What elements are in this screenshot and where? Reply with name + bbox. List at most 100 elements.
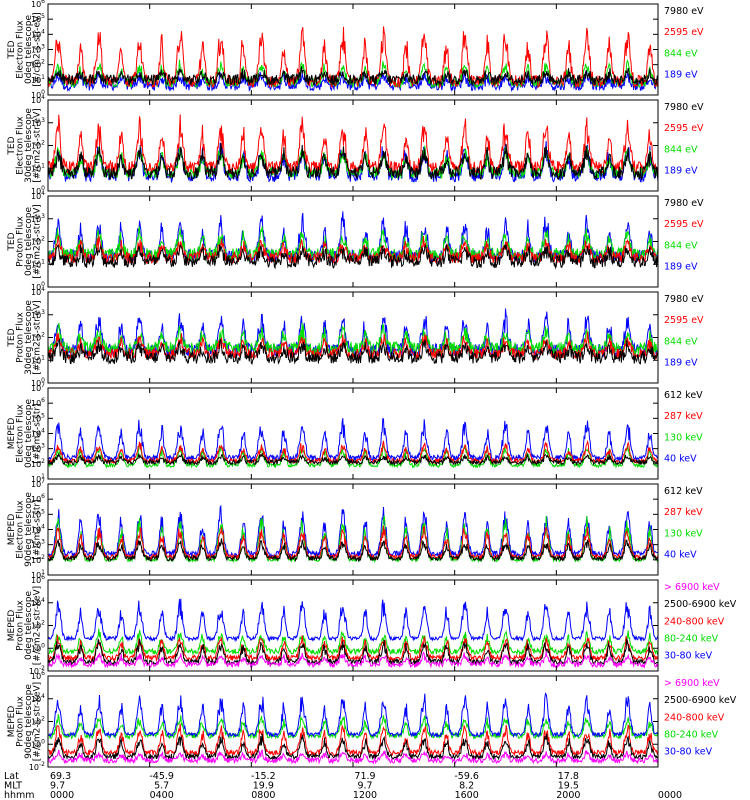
legend-entry: 2595 eV [664,315,704,326]
x-tick-label: 8.2 [459,781,474,792]
x-tick-label: 19.5 [558,781,579,792]
series-line-7-3 [47,634,659,663]
y-tick-label: 106 [31,493,45,504]
series-line-7-2 [47,638,659,667]
y-tick-label: 106 [31,397,45,408]
legend-entry: 240-800 keV [664,712,725,723]
y-tick-label: 105 [31,412,45,423]
series-line-2-2 [47,114,659,175]
y-tick-label: 104 [31,597,45,608]
y-axis-label-line: [#/cm2-s-str-eV] [33,204,43,279]
y-axis-label-line: Electron Flux [16,500,26,559]
y-tick-label: 103 [31,309,45,320]
series-line-6-4 [47,504,659,559]
x-tick-label: 17.8 [558,771,579,782]
series-line-4-1 [47,338,659,365]
legend-entry: 7980 eV [664,102,704,113]
y-tick-label: 102 [31,554,45,565]
x-tick-label: 19.9 [253,781,274,792]
legend-entry: 189 eV [664,357,698,368]
y-axis-label-line: MEPED [7,418,17,450]
y-tick-label: 103 [31,539,45,550]
y-tick-label: 100 [31,89,45,100]
y-axis-label-line: Proton Flux [16,696,26,747]
y-axis-label-line: [#/cm2-s-str-eV] [33,12,43,87]
y-tick-label: 101 [31,354,45,365]
x-tick-label: 5.7 [154,781,169,792]
series-line-2-1 [47,142,659,181]
x-tick-label: -45.9 [149,771,174,782]
y-axis-label-line: MEPED [7,514,17,546]
legend-entry: 2595 eV [664,219,704,230]
series-line-3-2 [47,235,659,265]
series-line-3-1 [47,243,659,270]
x-tick-label: 0400 [150,790,174,800]
y-tick-label: 106 [31,0,45,9]
y-axis-label-line: 30deg telescope [24,108,34,183]
y-tick-label: 105 [31,13,45,24]
legend-entry: 2500-6900 keV [664,599,737,610]
legend-entry: > 6900 keV [664,582,720,593]
y-tick-label: 104 [31,524,45,535]
legend-entry: 844 eV [664,48,698,59]
y-tick-label: 104 [31,693,45,704]
legend-entry: 240-800 keV [664,616,725,627]
y-tick-label: 103 [31,443,45,454]
y-axis-label-line: 90deg telescope [24,684,34,759]
y-tick-label: 102 [31,458,45,469]
y-tick-label: 101 [31,569,45,580]
y-axis-label-line: TED [7,328,17,347]
series-line-8-5 [47,692,659,739]
legend-entry: 40 keV [664,453,697,464]
y-axis-label-line: Electron Flux [16,20,26,79]
series-line-7-5 [47,598,659,643]
y-axis-label-line: [#/cm2-s-str-keV] [33,586,43,665]
series-line-6-3 [47,515,659,564]
y-tick-label: 106 [31,574,45,585]
x-tick-label: 0000 [50,790,74,800]
x-tick-label: 69.3 [50,771,71,782]
y-axis-label-line: Proton Flux [16,312,26,363]
y-tick-label: 107 [31,478,45,489]
y-tick-label: 103 [31,213,45,224]
legend-entry: 80-240 keV [664,634,719,645]
y-tick-label: 102 [31,59,45,70]
legend-entry: 2500-6900 keV [664,695,737,706]
x-tick-label: 0000 [658,790,682,800]
y-tick-label: 103 [31,44,45,55]
series-line-5-4 [47,417,659,463]
legend-entry: > 6900 keV [664,678,720,689]
y-tick-label: 100 [31,281,45,292]
legend-entry: 7980 eV [664,6,704,17]
y-axis-label-line: [#/cm2-s-str-eV] [33,108,43,183]
panel-frame [47,483,659,576]
legend-entry: 130 keV [664,528,703,539]
legend-entry: 287 keV [664,411,703,422]
y-tick-label: 103 [31,117,45,128]
x-tick-label: 9.7 [357,781,372,792]
x-row-label: MLT [4,781,22,792]
y-axis-label-line: TED [7,40,17,59]
y-axis-label-line: [#/cm2-s-str-eV] [33,300,43,375]
y-tick-label: 10-2 [29,761,45,772]
y-tick-label: 102 [31,236,45,247]
y-tick-label: 106 [31,670,45,681]
series-line-6-1 [47,538,659,563]
x-tick-label: -59.6 [454,771,479,782]
y-tick-label: 102 [31,332,45,343]
legend-entry: 612 keV [664,486,703,497]
x-tick-label: 9.7 [50,781,65,792]
y-tick-label: 102 [31,716,45,727]
legend-entry: 189 eV [664,69,698,80]
y-tick-label: 101 [31,258,45,269]
